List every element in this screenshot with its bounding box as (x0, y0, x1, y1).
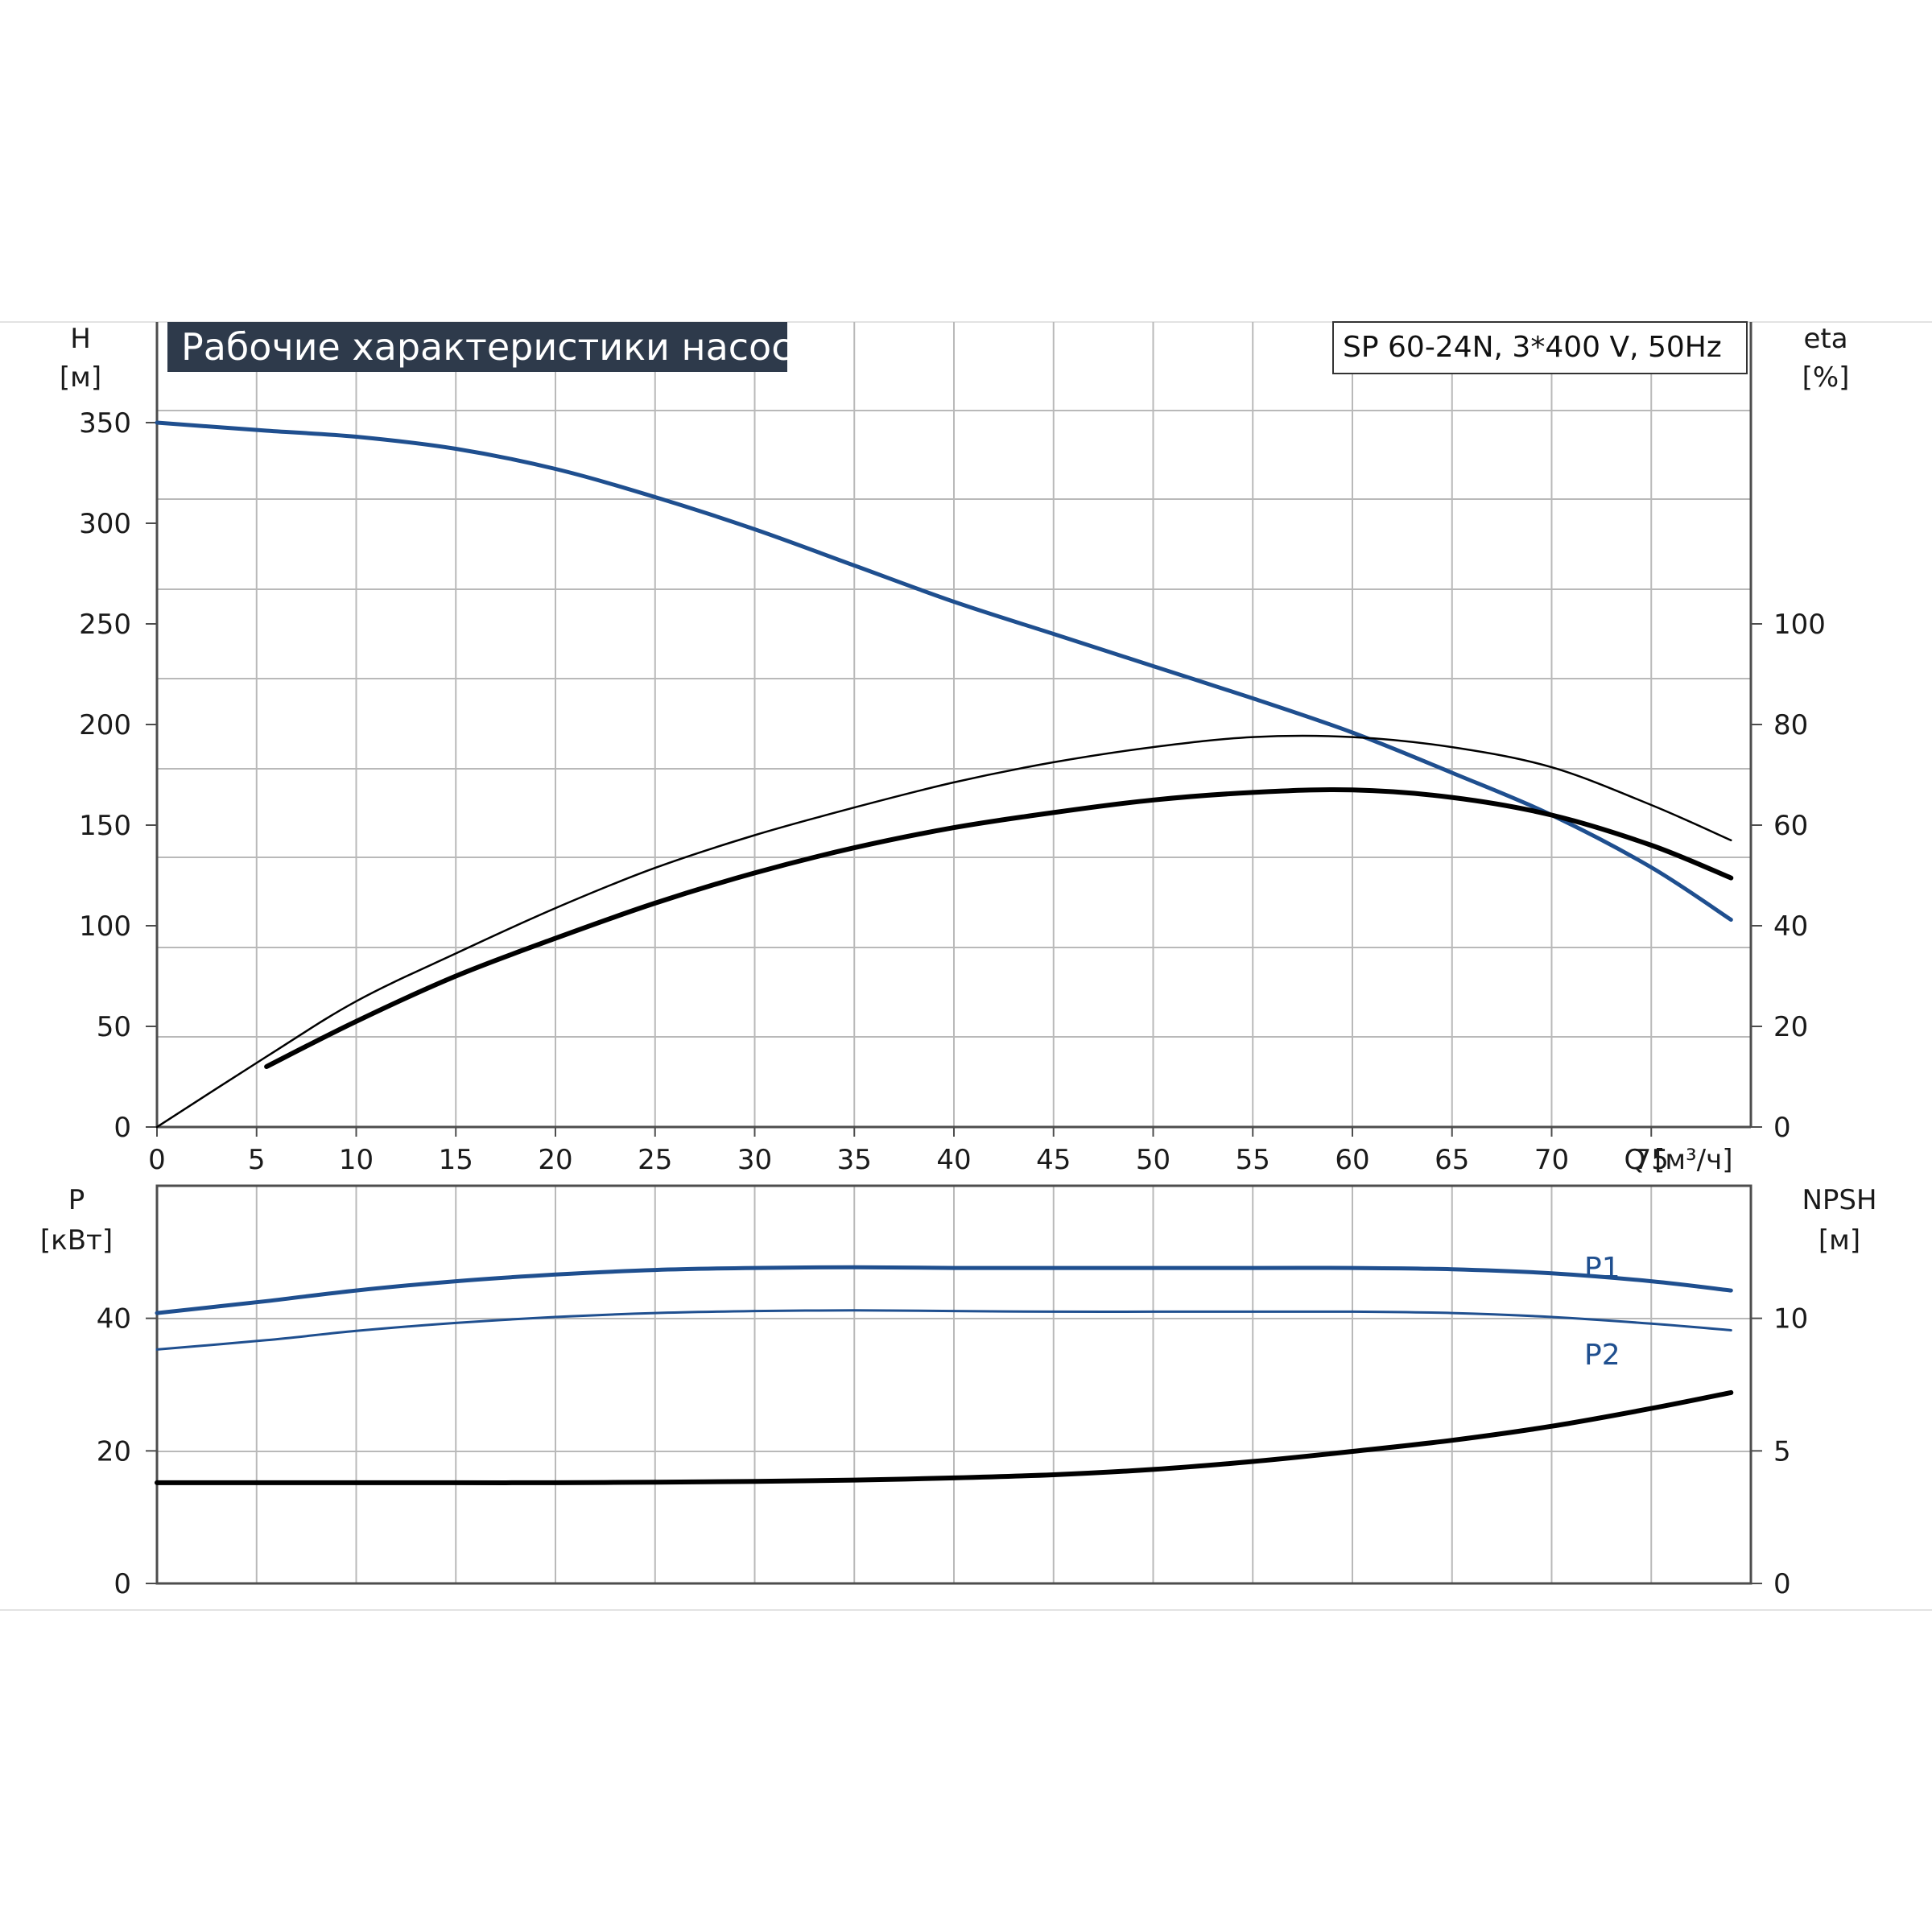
npsh-axis-label: NPSH (1802, 1184, 1876, 1216)
x-tick-label: 35 (837, 1144, 872, 1176)
p2-power-curve (155, 1309, 1732, 1351)
x-tick-label: 0 (148, 1144, 166, 1176)
x-tick-label: 45 (1036, 1144, 1071, 1176)
flow-axis-label: Q [м³/ч] (1624, 1144, 1733, 1176)
efficiency-axis-unit: [%] (1802, 361, 1850, 394)
efficiency-axis-tick-label: 60 (1773, 810, 1808, 842)
title-background (167, 322, 787, 372)
bottom-panel-frame (155, 1184, 1752, 1585)
x-tick-label: 20 (538, 1144, 572, 1176)
model-box-frame (1332, 321, 1748, 374)
head-axis-tick-label: 150 (79, 810, 131, 842)
x-tick-label: 10 (339, 1144, 374, 1176)
npsh-axis-unit: [м] (1818, 1224, 1860, 1257)
pump-model-label: SP 60-24N, 3*400 V, 50Hz (1343, 331, 1722, 364)
head-axis-label: H (70, 323, 91, 355)
efficiency-axis-tick-label: 80 (1773, 709, 1808, 741)
head-curve (155, 420, 1733, 922)
power-axis-tick-label: 40 (97, 1303, 131, 1335)
curves (155, 420, 1734, 1485)
power-axis-label: P (68, 1184, 85, 1216)
head-axis-tick-label: 350 (79, 407, 131, 440)
x-tick-label: 25 (638, 1144, 672, 1176)
x-tick-label: 40 (936, 1144, 971, 1176)
x-tick-label: 15 (439, 1144, 473, 1176)
head-axis-tick-label: 250 (79, 609, 131, 641)
x-tick-label: 75 (1634, 1144, 1669, 1176)
x-tick-label: 55 (1236, 1144, 1270, 1176)
npsh-axis-tick-label: 0 (1773, 1568, 1791, 1600)
efficiency-axis-tick-label: 0 (1773, 1112, 1791, 1144)
npsh-curve (155, 1389, 1734, 1485)
head-axis-tick-label: 300 (79, 508, 131, 540)
power-axis-tick-label: 0 (114, 1568, 131, 1600)
model-box: SP 60-24N, 3*400 V, 50Hz (1332, 321, 1748, 374)
power-axis-tick-label: 20 (97, 1435, 131, 1468)
efficiency-axis-tick-label: 100 (1773, 609, 1826, 641)
power-axis-unit: [кВт] (40, 1224, 113, 1257)
x-tick-label: 65 (1435, 1144, 1469, 1176)
title-box: Рабочие характеристики насоса (167, 322, 815, 372)
efficiency-axis-tick-label: 40 (1773, 910, 1808, 943)
chart-title: Рабочие характеристики насоса (181, 325, 815, 369)
grid (157, 322, 1751, 1583)
head-axis-unit: [м] (60, 361, 101, 394)
head-axis-tick-label: 50 (97, 1011, 131, 1043)
head-axis-tick-label: 100 (79, 910, 131, 943)
x-tick-label: 50 (1136, 1144, 1170, 1176)
npsh-axis-tick-label: 10 (1773, 1303, 1808, 1335)
x-tick-label: 70 (1534, 1144, 1569, 1176)
npsh-axis-tick-label: 5 (1773, 1435, 1791, 1468)
axis-ticks: 0 5 10 15 20 25 30 35 40 45 50 55 60 65 70 750501001502… (79, 407, 1826, 1600)
p1-power-curve (155, 1265, 1733, 1315)
curve-labels: P1 P2 (1584, 1252, 1620, 1372)
x-tick-label: 60 (1335, 1144, 1369, 1176)
p1-curve-label: P1 (1584, 1252, 1620, 1285)
efficiency-axis-label: eta (1803, 323, 1847, 355)
pump-efficiency-curve (155, 734, 1732, 1129)
head-axis-tick-label: 200 (79, 709, 131, 741)
head-axis-tick-label: 0 (114, 1112, 131, 1144)
efficiency-axis-tick-label: 20 (1773, 1011, 1808, 1043)
x-tick-label: 5 (248, 1144, 266, 1176)
total-efficiency-curve (264, 787, 1734, 1069)
axis-titles: H [м] eta [%] Q [м³/ч] P [кВт] NPSH [м] (40, 323, 1877, 1257)
x-tick-label: 30 (737, 1144, 772, 1176)
p2-curve-label: P2 (1584, 1339, 1620, 1372)
